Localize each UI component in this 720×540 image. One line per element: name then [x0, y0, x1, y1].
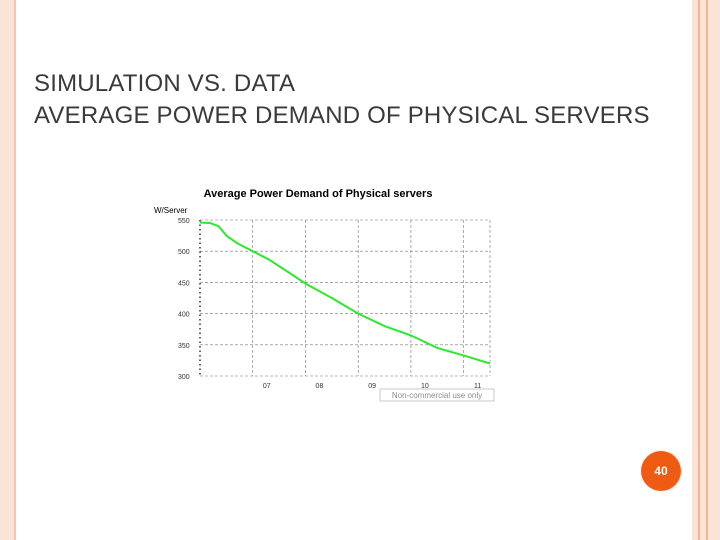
right-decorative-border [692, 0, 720, 540]
border-line [706, 0, 708, 540]
chart-title: Average Power Demand of Physical servers [204, 188, 433, 200]
y-tick-label: 400 [178, 312, 190, 319]
y-axis-label: W/Server [154, 206, 188, 215]
watermark-box [379, 388, 495, 402]
x-ticks: 07 08 09 10 11 [263, 383, 482, 390]
y-ticks: 550 500 450 400 350 300 [178, 218, 190, 381]
y-tick-label: 450 [178, 280, 190, 287]
y-tick-label: 500 [178, 249, 190, 256]
border-line [698, 0, 700, 540]
x-tick-label: 09 [368, 383, 376, 390]
chart-svg: Average Power Demand of Physical servers… [154, 188, 495, 402]
power-demand-chart: Average Power Demand of Physical servers… [148, 178, 500, 406]
y-tick-label: 550 [178, 218, 190, 225]
page-number-badge: 40 [640, 450, 682, 492]
title-line-1: Simulation vs. Data [34, 70, 296, 97]
y-tick-label: 350 [178, 343, 190, 350]
slide-title: Simulation vs. Data Average Power Demand… [34, 68, 674, 132]
x-tick-label: 07 [263, 383, 271, 390]
x-tick-label: 08 [316, 383, 324, 390]
left-decorative-border [0, 0, 16, 540]
x-tick-label: 10 [421, 383, 429, 390]
page-number: 40 [654, 464, 668, 478]
title-line-2: Average Power Demand of Physical Servers [34, 102, 650, 129]
grid [199, 219, 491, 377]
watermark-text: Non-commercial use only [392, 391, 482, 400]
series-line [199, 221, 491, 365]
y-tick-label: 300 [178, 374, 190, 381]
x-tick-label: 11 [474, 383, 481, 390]
